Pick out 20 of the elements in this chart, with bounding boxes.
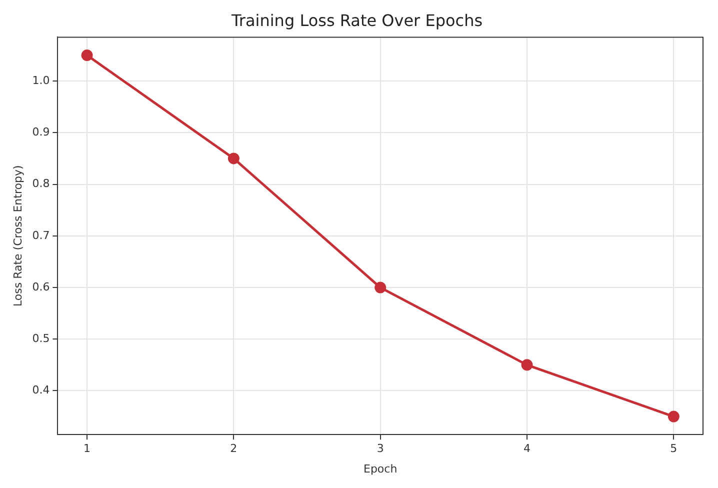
y-tick-label: 0.4 bbox=[32, 384, 50, 397]
x-tick-label: 3 bbox=[376, 442, 384, 456]
point bbox=[668, 410, 680, 422]
y-tick-label: 0.5 bbox=[32, 332, 50, 345]
y-tick-label: 0.7 bbox=[32, 228, 50, 242]
point bbox=[228, 152, 240, 164]
y-tick-label: 0.6 bbox=[32, 280, 50, 294]
point bbox=[521, 359, 533, 371]
point bbox=[81, 50, 93, 62]
chart-title: Training Loss Rate Over Epochs bbox=[230, 10, 483, 30]
x-tick-label: 5 bbox=[670, 442, 678, 456]
point bbox=[374, 282, 386, 294]
y-tick-label: 1.0 bbox=[32, 74, 50, 87]
x-tick-label: 2 bbox=[230, 442, 238, 456]
y-tick-label: 0.9 bbox=[32, 126, 50, 139]
x-tick-label: 1 bbox=[84, 442, 91, 456]
y-axis-title: Loss Rate (Cross Entropy) bbox=[11, 165, 24, 307]
x-axis-title: Epoch bbox=[364, 462, 398, 476]
y-tick-label: 0.8 bbox=[32, 177, 50, 190]
x-tick-label: 4 bbox=[524, 442, 531, 456]
